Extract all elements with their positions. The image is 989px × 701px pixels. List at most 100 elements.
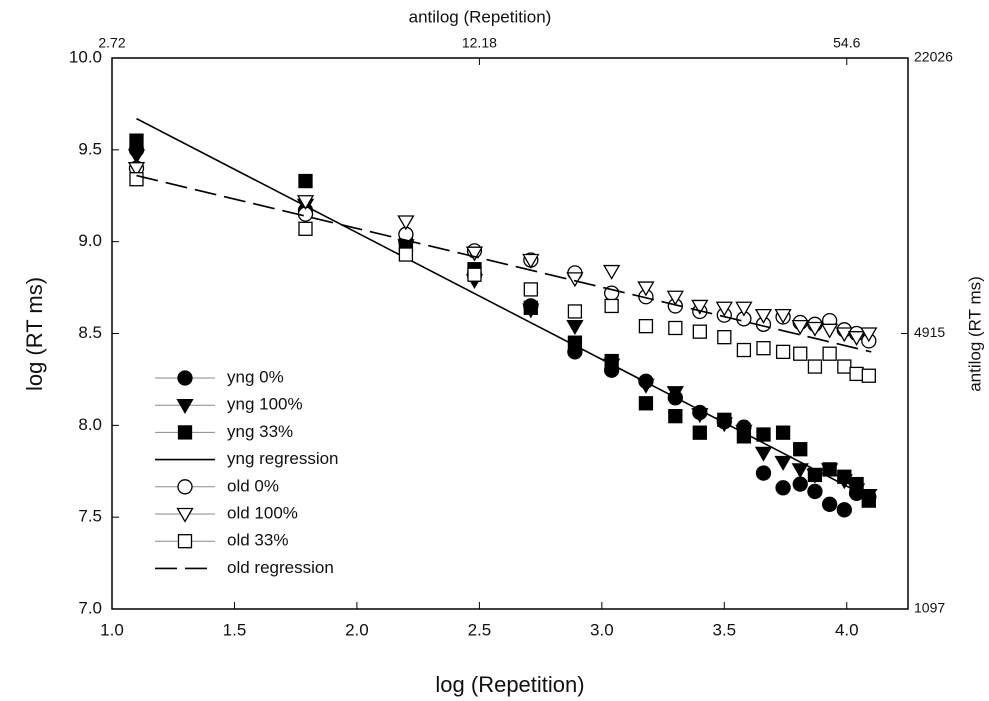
point <box>807 359 823 374</box>
legend-marker <box>177 479 193 495</box>
y2-tick-label: 22026 <box>914 49 953 65</box>
point <box>298 221 313 236</box>
point <box>638 396 654 411</box>
y2-tick-label: 1097 <box>914 600 945 616</box>
point <box>129 172 144 187</box>
point <box>523 282 538 297</box>
point <box>604 298 619 314</box>
point <box>836 502 852 518</box>
point <box>756 427 771 442</box>
x-tick-label: 4.0 <box>835 620 859 639</box>
point <box>791 320 809 335</box>
point <box>296 195 315 211</box>
point <box>837 469 852 484</box>
x-tick-label: 3.0 <box>590 620 614 639</box>
y-tick-label: 7.0 <box>78 598 102 617</box>
legend-marker <box>176 399 194 415</box>
point <box>522 253 540 269</box>
legend-label: old 100% <box>227 503 298 522</box>
x-tick-label: 1.0 <box>100 620 124 639</box>
point <box>604 353 619 369</box>
point <box>837 359 852 374</box>
y2-tick-label: 4915 <box>914 324 945 340</box>
point <box>822 346 837 361</box>
point <box>691 299 709 315</box>
point <box>566 272 584 288</box>
point <box>127 162 146 178</box>
point <box>566 320 584 335</box>
point <box>861 368 876 383</box>
point <box>666 386 684 402</box>
point <box>567 304 583 319</box>
legend-label: yng 33% <box>227 422 293 441</box>
legend-label: old regression <box>227 558 334 577</box>
point <box>822 462 837 477</box>
point <box>129 133 144 148</box>
x-tick-label: 2.5 <box>468 620 492 639</box>
point <box>806 321 824 337</box>
point <box>692 324 707 339</box>
point <box>755 465 772 481</box>
legend-label: yng 0% <box>227 367 284 386</box>
point <box>860 327 878 343</box>
point <box>715 301 733 317</box>
legend-label: yng regression <box>227 449 339 468</box>
point <box>756 341 771 356</box>
legend-marker <box>177 370 193 386</box>
x2-tick-label: 12.18 <box>462 35 497 51</box>
point <box>735 301 753 317</box>
legend-marker <box>176 507 194 523</box>
point <box>835 327 853 343</box>
point <box>692 425 707 440</box>
point <box>754 308 773 324</box>
point <box>793 442 808 457</box>
point <box>791 463 809 479</box>
point <box>793 346 808 361</box>
x-axis-label: log (Repetition) <box>435 672 584 697</box>
x-tick-label: 3.5 <box>712 620 736 639</box>
x2-tick-label: 2.72 <box>98 35 125 51</box>
point <box>397 215 415 231</box>
point <box>736 429 752 444</box>
point <box>821 496 838 512</box>
x-tick-label: 2.0 <box>345 620 369 639</box>
point <box>775 425 791 440</box>
y2-axis-label: antilog (RT ms) <box>965 276 984 392</box>
regression-line <box>136 174 872 353</box>
point <box>774 308 792 324</box>
point <box>820 323 839 339</box>
y-tick-label: 7.5 <box>78 507 102 526</box>
point <box>398 247 414 262</box>
point <box>637 378 655 394</box>
point <box>467 267 482 282</box>
x-tick-label: 1.5 <box>223 620 247 639</box>
point <box>465 246 484 262</box>
point <box>861 493 876 508</box>
x2-tick-label: 54.6 <box>833 35 860 51</box>
y-tick-label: 8.5 <box>78 323 102 342</box>
point <box>717 330 732 345</box>
regression-line <box>136 117 872 500</box>
y-tick-label: 9.0 <box>78 231 102 250</box>
y-tick-label: 9.5 <box>78 139 102 158</box>
legend-label: old 33% <box>227 531 288 550</box>
point <box>849 366 864 382</box>
point <box>603 264 621 280</box>
point <box>754 446 773 462</box>
point <box>775 480 791 496</box>
y-axis-label: log (RT ms) <box>22 277 47 391</box>
y-tick-label: 10.0 <box>69 47 102 66</box>
point <box>637 281 655 297</box>
point <box>807 483 823 500</box>
point <box>127 149 146 165</box>
point <box>668 408 683 424</box>
plot-frame <box>111 57 909 610</box>
point <box>298 173 313 189</box>
point <box>847 331 866 346</box>
point <box>792 476 808 492</box>
legend-marker <box>177 425 193 440</box>
point <box>523 300 538 315</box>
y-tick-label: 8.0 <box>78 415 102 434</box>
legend-label: yng 100% <box>227 395 303 414</box>
